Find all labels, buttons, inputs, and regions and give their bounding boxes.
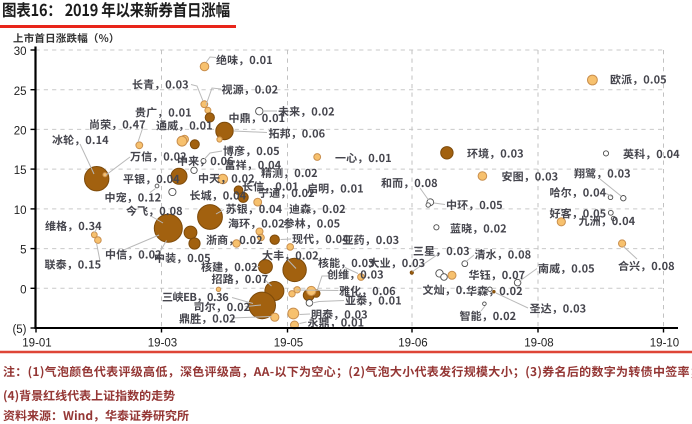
svg-text:19-10: 19-10 xyxy=(650,338,679,350)
svg-text:中鼎，0.01: 中鼎，0.01 xyxy=(229,110,286,126)
svg-text:5: 5 xyxy=(20,245,26,257)
svg-text:迪森，0.02: 迪森，0.02 xyxy=(289,201,346,217)
svg-text:万信，0.02: 万信，0.02 xyxy=(130,149,187,165)
svg-text:长青，0.03: 长青，0.03 xyxy=(132,77,189,93)
svg-text:三峡EB，0.36: 三峡EB，0.36 xyxy=(162,289,229,305)
svg-text:19-01: 19-01 xyxy=(22,338,51,350)
svg-text:中来，0.06: 中来，0.06 xyxy=(177,153,234,169)
svg-text:19-06: 19-06 xyxy=(398,338,427,350)
svg-text:今飞，0.08: 今飞，0.08 xyxy=(126,203,183,219)
svg-text:苏银，0.04: 苏银，0.04 xyxy=(226,201,283,217)
svg-text:哈尔，0.04: 哈尔，0.04 xyxy=(550,184,607,200)
svg-text:长城，0.04: 长城，0.04 xyxy=(190,188,247,204)
svg-text:富祥，0.04: 富祥，0.04 xyxy=(225,157,282,173)
svg-text:19-05: 19-05 xyxy=(274,338,303,350)
svg-text:好客，0.05: 好客，0.05 xyxy=(550,205,607,221)
svg-text:核建，0.02: 核建，0.02 xyxy=(201,259,258,275)
svg-text:明泰，0.03: 明泰，0.03 xyxy=(311,307,368,323)
svg-text:维格，0.34: 维格，0.34 xyxy=(45,218,102,234)
svg-text:智能，0.02: 智能，0.02 xyxy=(460,308,517,324)
svg-text:30: 30 xyxy=(14,46,27,58)
svg-text:绝味，0.01: 绝味，0.01 xyxy=(216,52,273,68)
svg-text:鼎胜，0.02: 鼎胜，0.02 xyxy=(179,311,236,327)
svg-text:中环，0.05: 中环，0.05 xyxy=(446,197,503,213)
svg-text:和而，0.08: 和而，0.08 xyxy=(381,175,438,191)
svg-text:司尔，0.02: 司尔，0.02 xyxy=(194,299,251,315)
svg-text:宁通，0.02: 宁通，0.02 xyxy=(258,185,315,201)
svg-text:19-03: 19-03 xyxy=(148,338,177,350)
svg-text:15: 15 xyxy=(14,165,27,177)
svg-text:0: 0 xyxy=(20,284,26,296)
svg-text:蓝晓，0.02: 蓝晓，0.02 xyxy=(450,221,507,237)
svg-text:一心，0.01: 一心，0.01 xyxy=(335,150,392,166)
svg-text:圣达，0.03: 圣达，0.03 xyxy=(530,301,587,317)
svg-text:博彦，0.05: 博彦，0.05 xyxy=(223,143,280,159)
svg-text:视源，0.02: 视源，0.02 xyxy=(222,82,279,98)
svg-text:贵广，0.01: 贵广，0.01 xyxy=(135,105,192,121)
svg-text:三星，0.03: 三星，0.03 xyxy=(413,243,470,259)
svg-text:华森，0.02: 华森，0.02 xyxy=(466,283,523,299)
svg-text:尚荣，0.47: 尚荣，0.47 xyxy=(89,117,146,133)
svg-text:核能，0.03: 核能，0.03 xyxy=(318,255,375,271)
svg-text:现代，0.04: 现代，0.04 xyxy=(292,231,349,247)
svg-text:浙商，0.02: 浙商，0.02 xyxy=(206,232,263,248)
svg-text:精测，0.02: 精测，0.02 xyxy=(261,165,318,181)
svg-text:中宠，0.12: 中宠，0.12 xyxy=(105,190,162,206)
svg-text:启明，0.01: 启明，0.01 xyxy=(307,181,364,197)
svg-text:南威，0.05: 南威，0.05 xyxy=(538,260,595,276)
svg-text:大丰，0.02: 大丰，0.02 xyxy=(262,248,319,264)
svg-text:20: 20 xyxy=(14,126,27,138)
svg-text:中天，0.02: 中天，0.02 xyxy=(198,171,255,187)
svg-text:大业，0.03: 大业，0.03 xyxy=(369,255,426,271)
svg-text:中信，0.02: 中信，0.02 xyxy=(105,247,162,263)
svg-text:19-08: 19-08 xyxy=(524,338,553,350)
svg-text:创维，0.03: 创维，0.03 xyxy=(327,267,384,283)
svg-text:环境，0.03: 环境，0.03 xyxy=(467,146,524,162)
svg-text:10: 10 xyxy=(14,205,27,217)
svg-text:合兴，0.08: 合兴，0.08 xyxy=(618,258,675,274)
svg-text:通威，0.01: 通威，0.01 xyxy=(156,118,213,134)
svg-text:(5): (5) xyxy=(12,324,26,336)
svg-text:文灿，0.: 文灿，0. xyxy=(423,282,467,298)
svg-text:九洲，0.04: 九洲，0.04 xyxy=(579,213,636,229)
svg-text:25: 25 xyxy=(14,86,27,98)
svg-text:参林，0.05: 参林，0.05 xyxy=(284,216,341,232)
svg-text:欧派，0.05: 欧派，0.05 xyxy=(610,72,667,88)
svg-text:清水，0.08: 清水，0.08 xyxy=(475,246,532,262)
svg-text:雅化，0.06: 雅化，0.06 xyxy=(339,283,396,299)
svg-text:永鼎，0.01: 永鼎，0.01 xyxy=(308,315,365,331)
svg-text:亚药，0.03: 亚药，0.03 xyxy=(343,232,400,248)
svg-text:招路，0.07: 招路，0.07 xyxy=(212,271,269,287)
svg-text:华钰，0.07: 华钰，0.07 xyxy=(469,267,526,283)
svg-text:亚泰，0.01: 亚泰，0.01 xyxy=(345,293,402,309)
svg-text:冰轮，0.14: 冰轮，0.14 xyxy=(52,132,109,148)
svg-text:海环，0.02: 海环，0.02 xyxy=(228,216,285,232)
svg-text:英科，0.04: 英科，0.04 xyxy=(623,146,680,162)
svg-text:中装，0.05: 中装，0.05 xyxy=(154,250,211,266)
svg-text:长信，0.01: 长信，0.01 xyxy=(242,179,299,195)
svg-text:翔鹭，0.03: 翔鹭，0.03 xyxy=(574,165,631,181)
svg-text:联泰，0.15: 联泰，0.15 xyxy=(45,257,102,273)
svg-text:平银，0.04: 平银，0.04 xyxy=(123,171,180,187)
svg-text:安图，0.03: 安图，0.03 xyxy=(502,169,559,185)
svg-text:未来，0.02: 未来，0.02 xyxy=(278,104,335,120)
svg-text:拓邦，0.06: 拓邦，0.06 xyxy=(269,126,326,142)
